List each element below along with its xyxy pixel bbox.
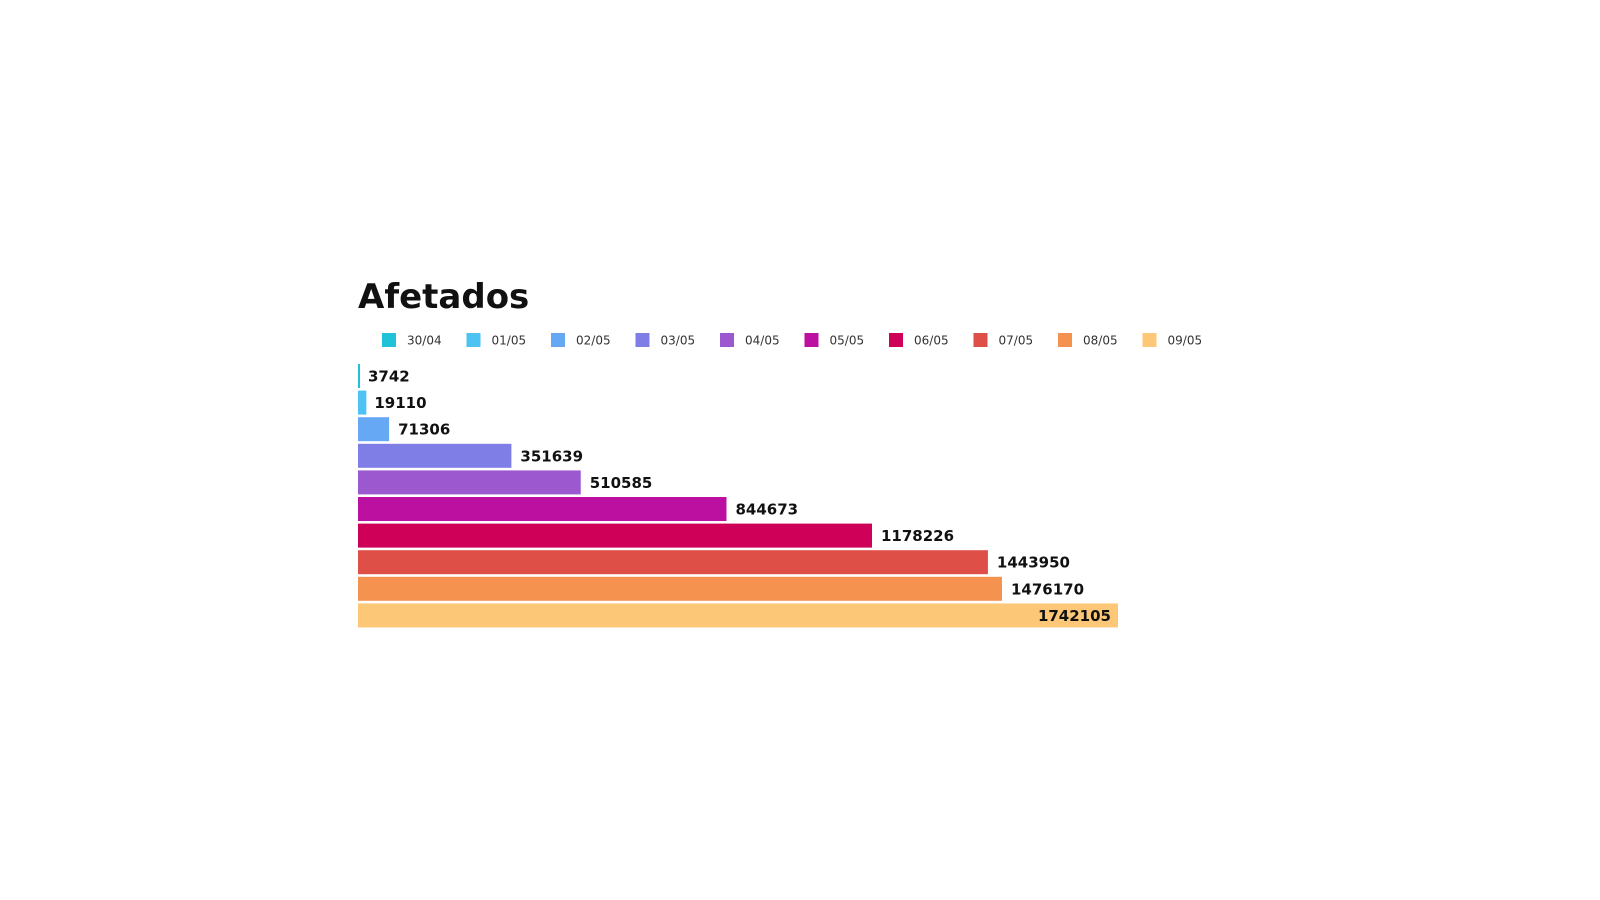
value-label-2: 71306 xyxy=(398,421,450,439)
value-labels: 3742 19110 71306 351639 510585 844673 1178226 1… xyxy=(368,368,1111,625)
legend-label-5: 05/05 xyxy=(830,334,865,348)
legend-swatch-6 xyxy=(889,333,903,347)
value-label-4: 510585 xyxy=(590,474,653,492)
legend-swatch-2 xyxy=(551,333,565,347)
legend-swatch-5 xyxy=(804,333,819,347)
chart-title: Afetados xyxy=(358,277,529,317)
legend-label-1: 01/05 xyxy=(492,334,527,348)
legend-label-7: 07/05 xyxy=(999,334,1034,348)
legend-label-0: 30/04 xyxy=(407,334,442,348)
value-label-6: 1178226 xyxy=(881,527,954,545)
bar-6 xyxy=(358,523,873,548)
legend-swatch-3 xyxy=(635,333,650,347)
value-label-3: 351639 xyxy=(520,447,583,465)
legend: 30/04 01/05 02/05 03/05 04/05 05/05 06/05 07/05… xyxy=(382,333,1202,348)
legend-swatch-1 xyxy=(466,333,481,347)
legend-label-2: 02/05 xyxy=(576,334,611,348)
legend-swatch-0 xyxy=(382,333,396,347)
legend-swatch-4 xyxy=(720,333,734,347)
value-label-1: 19110 xyxy=(374,394,426,412)
bar-9 xyxy=(358,603,1118,628)
value-label-8: 1476170 xyxy=(1011,580,1084,598)
legend-label-6: 06/05 xyxy=(914,334,949,348)
bars xyxy=(358,364,1118,628)
value-label-7: 1443950 xyxy=(997,554,1070,572)
bar-0 xyxy=(358,364,360,388)
legend-label-4: 04/05 xyxy=(745,334,780,348)
legend-swatch-7 xyxy=(973,333,988,347)
legend-swatch-9 xyxy=(1142,333,1157,347)
bar-7 xyxy=(358,550,988,575)
bar-4 xyxy=(358,470,581,495)
legend-label-3: 03/05 xyxy=(661,334,696,348)
bar-3 xyxy=(358,443,512,468)
bar-5 xyxy=(358,497,727,521)
bar-8 xyxy=(358,576,1002,601)
value-label-5: 844673 xyxy=(735,501,798,519)
value-label-9: 1742105 xyxy=(1038,607,1111,625)
legend-swatch-8 xyxy=(1058,333,1072,347)
bar-2 xyxy=(358,417,390,442)
legend-label-8: 08/05 xyxy=(1083,334,1118,348)
value-label-0: 3742 xyxy=(368,368,410,386)
bar-1 xyxy=(358,390,367,415)
legend-label-9: 09/05 xyxy=(1168,334,1203,348)
